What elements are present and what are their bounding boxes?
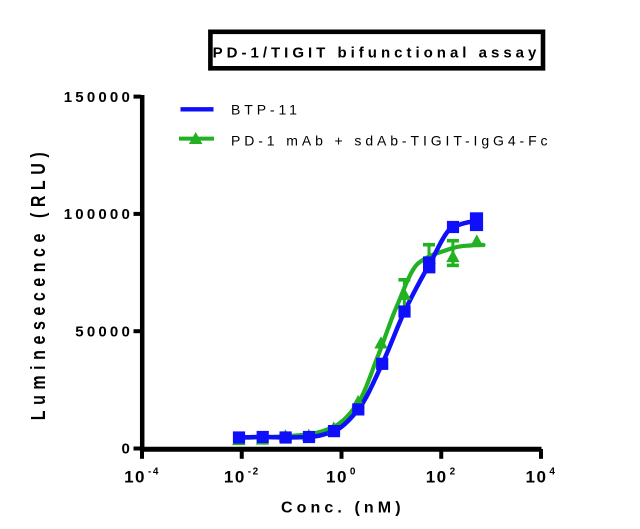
- svg-text:PD-1 mAb + sdAb-TIGIT-IgG4-Fc: PD-1 mAb + sdAb-TIGIT-IgG4-Fc: [231, 133, 551, 149]
- svg-text:PD-1/TIGIT bifunctional assay: PD-1/TIGIT bifunctional assay: [213, 45, 541, 62]
- svg-text:0: 0: [121, 441, 133, 458]
- svg-text:Conc. (nM): Conc. (nM): [281, 500, 405, 517]
- svg-text:Luminesecence (RLU): Luminesecence (RLU): [27, 147, 49, 420]
- svg-text:150000: 150000: [64, 89, 133, 106]
- svg-text:50000: 50000: [75, 323, 133, 340]
- svg-text:BTP-11: BTP-11: [231, 102, 301, 118]
- svg-text:100000: 100000: [64, 206, 133, 223]
